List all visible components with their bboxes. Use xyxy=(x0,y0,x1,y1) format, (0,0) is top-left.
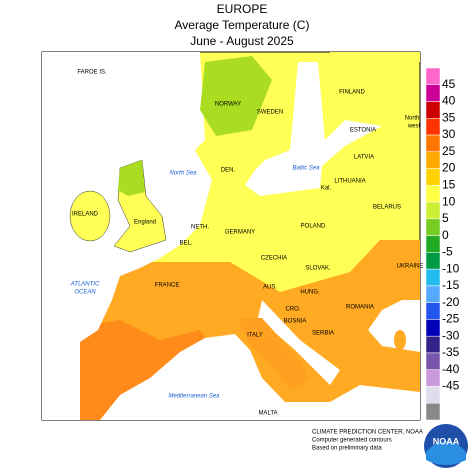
legend-swatch xyxy=(425,252,441,270)
legend-swatch xyxy=(425,302,441,320)
place-label: BOSNIA xyxy=(284,319,307,325)
legend-label: 30 xyxy=(442,127,456,141)
legend-label: 40 xyxy=(442,94,456,108)
place-label: LATVIA xyxy=(354,155,374,161)
legend-swatch xyxy=(425,168,441,186)
sea-label: OCEAN xyxy=(74,290,96,296)
place-label: west xyxy=(407,124,421,130)
legend-swatch xyxy=(425,352,441,370)
legend-label: -35 xyxy=(442,345,460,359)
place-label: ROMANIA xyxy=(346,305,374,311)
place-label: FINLAND xyxy=(339,90,365,96)
sea-label: Baltic Sea xyxy=(292,166,320,172)
legend-label: -10 xyxy=(442,261,460,275)
legend-label: 0 xyxy=(442,228,449,242)
legend-label: -20 xyxy=(442,295,460,309)
legend-label: -30 xyxy=(442,328,460,342)
colorbar: 45 40 35 30 25 20 15 10 5 0 -5 -10 -15 -20 -25 -30 -35 -4… xyxy=(425,67,460,421)
legend-label: -45 xyxy=(442,379,460,393)
sea-label: ATLANTIC xyxy=(70,282,100,288)
legend-swatch xyxy=(425,285,441,303)
place-label: NORWAY xyxy=(215,102,241,108)
logo-text: NOAA xyxy=(433,436,460,446)
footer-line: Based on preliminary data xyxy=(312,446,382,452)
place-label: Kal. xyxy=(321,186,332,192)
legend-label: 15 xyxy=(442,178,456,192)
title-line: EUROPE xyxy=(217,2,268,16)
legend-swatch xyxy=(425,218,441,236)
place-label: BELARUS xyxy=(373,205,401,211)
place-label: UKRAINE xyxy=(397,264,424,270)
place-label: SERBIA xyxy=(312,331,334,337)
legend-swatch xyxy=(425,235,441,253)
title-line: Average Temperature (C) xyxy=(175,18,310,32)
legend-label: 10 xyxy=(442,194,456,208)
place-label: MALTA xyxy=(258,411,277,417)
place-label: North xyxy=(405,116,420,122)
legend-swatch xyxy=(425,185,441,203)
legend-swatch xyxy=(425,201,441,220)
title: EUROPE Average Temperature (C) June - Augu… xyxy=(175,2,310,48)
legend-label: 35 xyxy=(442,110,456,124)
place-label: SLOVAK. xyxy=(305,266,331,272)
place-label: FRANCE xyxy=(155,283,180,289)
place-label: CZECHIA xyxy=(261,256,287,262)
legend-label: 20 xyxy=(442,161,456,175)
legend-label: 5 xyxy=(442,211,449,225)
legend-label: -25 xyxy=(442,312,460,326)
legend-swatch xyxy=(425,369,441,387)
legend-swatch xyxy=(425,118,441,136)
place-label: IRELAND xyxy=(72,212,99,218)
legend-swatch xyxy=(425,319,441,337)
footer-line: CLIMATE PREDICTION CENTER, NOAA xyxy=(312,430,423,436)
place-label: GERMANY xyxy=(225,230,255,236)
logo-wave xyxy=(426,441,466,465)
map-labels: FAROE IS. NORWAY SWEDEN FINLAND ESTONIA North… xyxy=(70,70,424,417)
legend-swatch xyxy=(425,335,441,354)
place-label: DEN. xyxy=(221,168,236,174)
legend-swatch xyxy=(425,67,441,86)
title-line: June - August 2025 xyxy=(190,34,294,48)
legend-label: 45 xyxy=(442,77,456,91)
legend-label: -15 xyxy=(442,278,460,292)
legend-label: -5 xyxy=(442,245,453,259)
place-label: NETH. xyxy=(191,225,209,231)
map xyxy=(41,51,421,421)
place-label: SWEDEN xyxy=(257,110,283,116)
place-label: POLAND xyxy=(301,224,326,230)
legend-swatch xyxy=(425,101,441,119)
footer: CLIMATE PREDICTION CENTER, NOAA Computer … xyxy=(312,430,423,452)
footer-line: Computer generated contours xyxy=(312,438,392,444)
legend-label: -40 xyxy=(442,362,460,376)
sea-label: Mediterranean Sea xyxy=(168,394,220,400)
legend-swatch xyxy=(425,151,441,169)
legend-swatch xyxy=(425,402,441,421)
sea-label: North Sea xyxy=(169,171,197,177)
place-label: England xyxy=(134,220,156,226)
place-label: CRO. xyxy=(286,307,301,313)
place-label: BEL. xyxy=(179,241,192,247)
legend-label: 25 xyxy=(442,144,456,158)
legend-swatch xyxy=(425,134,441,153)
legend-swatch xyxy=(425,84,441,102)
legend-swatch xyxy=(425,386,441,404)
place-label: HUNG. xyxy=(300,290,320,296)
place-label: FAROE IS. xyxy=(77,70,107,76)
place-label: ESTONIA xyxy=(350,128,376,134)
place-label: ITALY xyxy=(247,333,263,339)
legend-swatch xyxy=(425,268,441,287)
place-label: AUS. xyxy=(263,285,277,291)
place-label: LITHUANIA xyxy=(334,179,365,185)
